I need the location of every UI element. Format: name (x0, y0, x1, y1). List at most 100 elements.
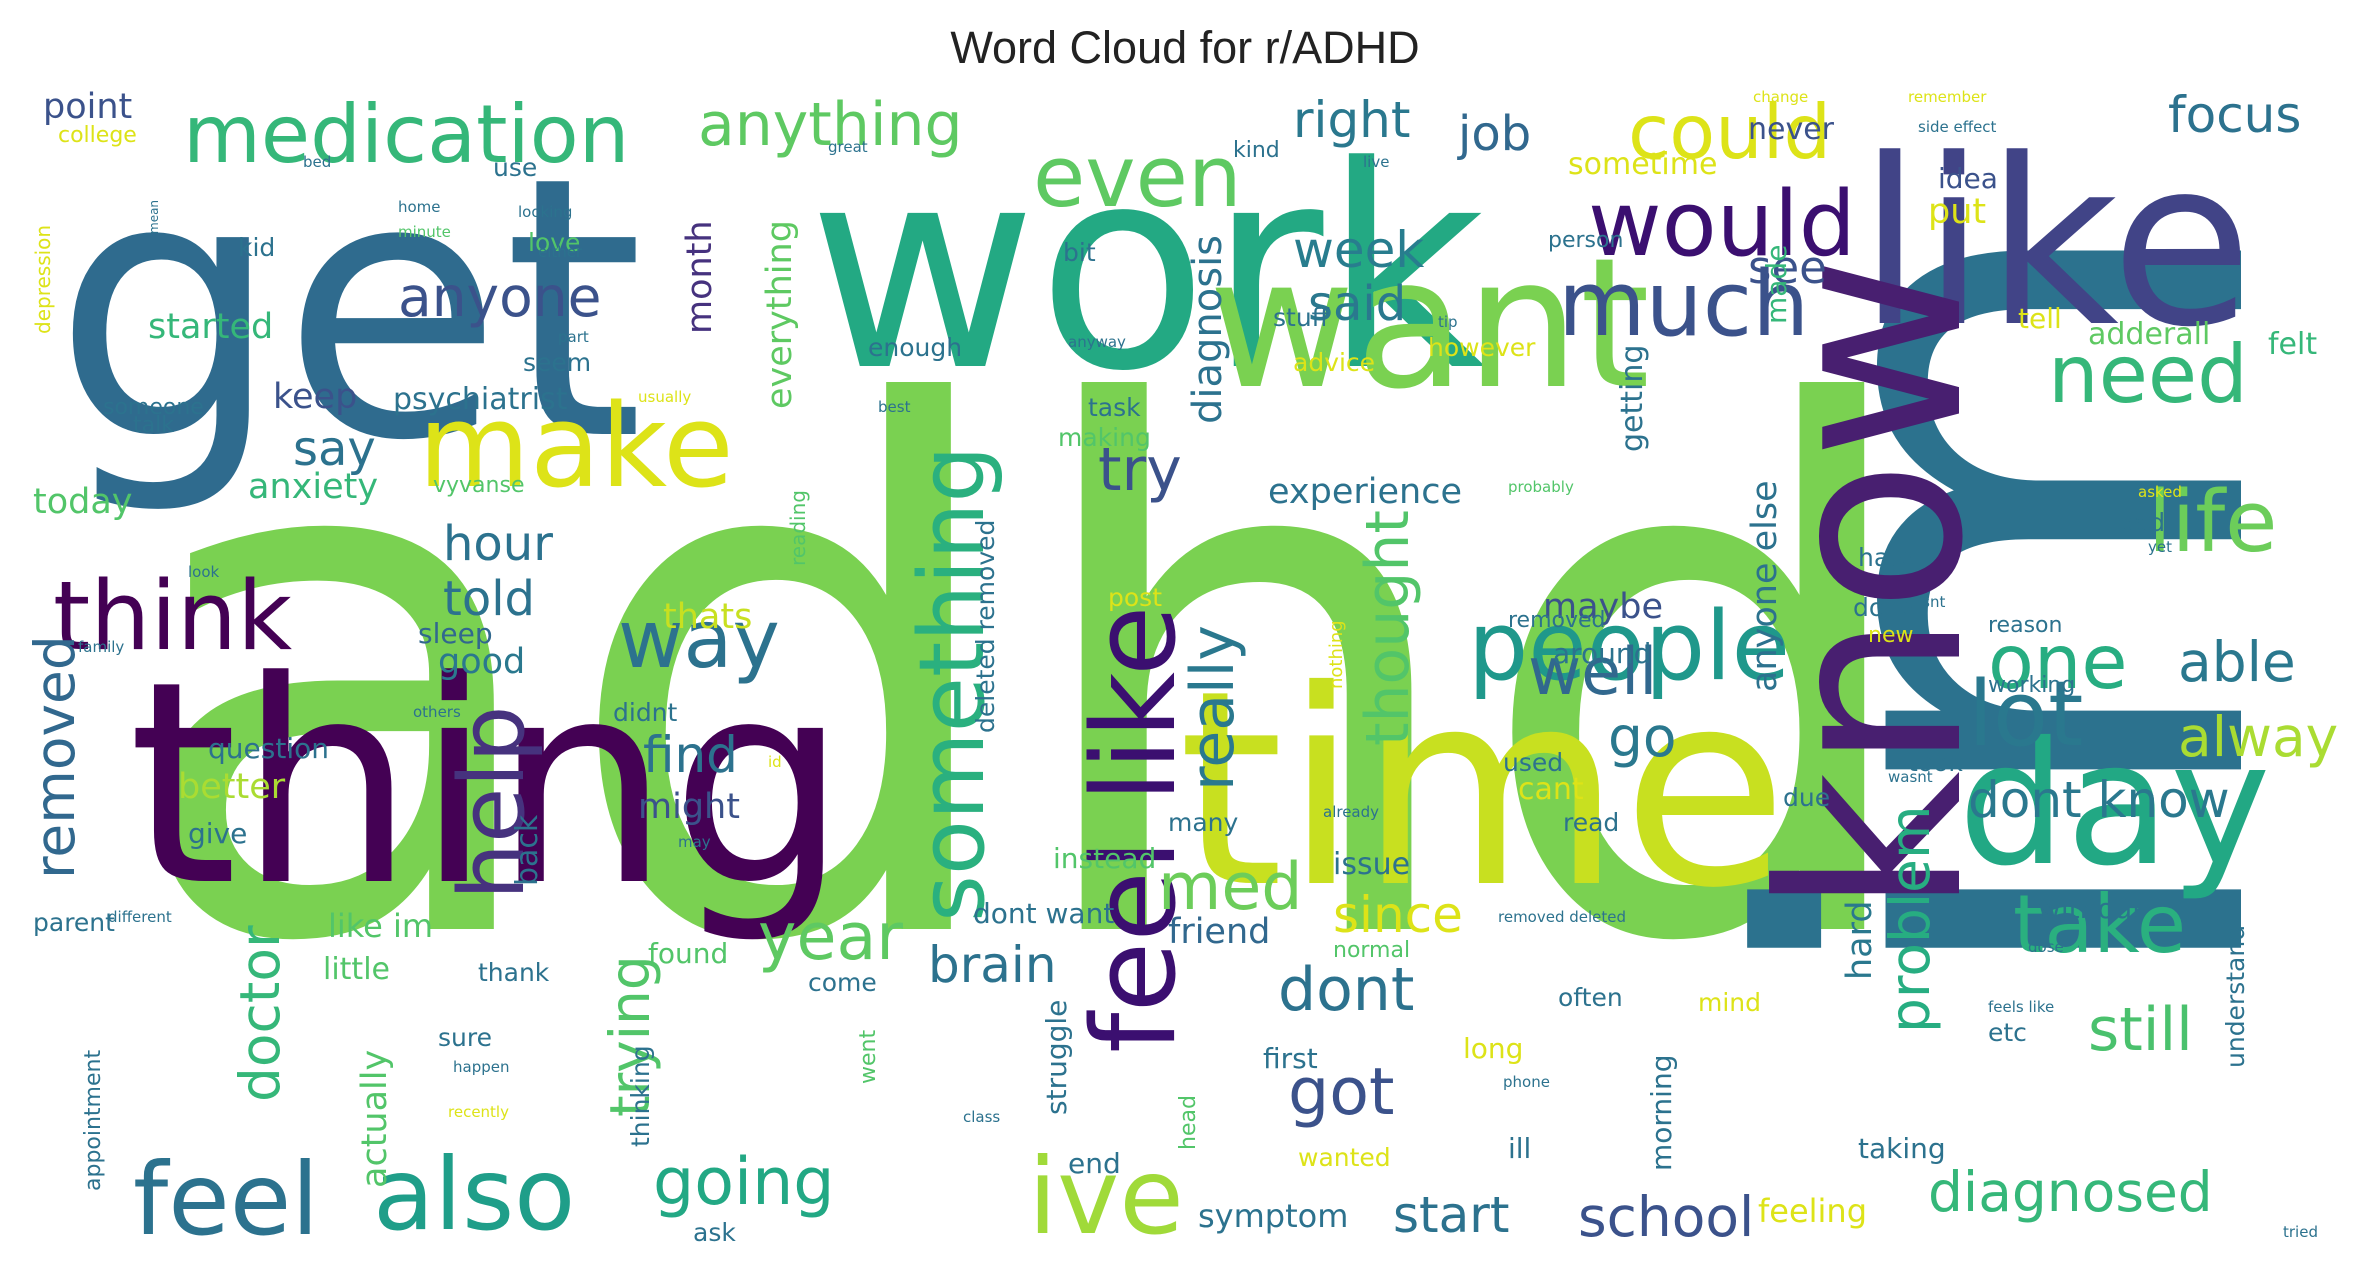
word-depression: depression (31, 224, 55, 334)
word-great: great (828, 138, 868, 156)
word-someone: someone (103, 395, 204, 420)
word-getting: getting (1615, 344, 1650, 452)
word-remember: remember (1908, 88, 1987, 106)
word-dont-know: dont know (1968, 771, 2230, 829)
word-post: post (1108, 583, 1162, 612)
word-use: use (493, 153, 538, 182)
word-thinking: thinking (626, 1045, 655, 1147)
word-working: working (1988, 673, 2076, 698)
word-change: change (1753, 88, 1809, 106)
word-better: better (178, 767, 286, 807)
word-cloud: adhd im get work thing time like know want day mak… (28, 85, 2342, 1250)
word-anxiety: anxiety (248, 467, 379, 507)
word-think: think (53, 562, 293, 672)
word-recently: recently (448, 1103, 509, 1121)
word-yet: yet (2148, 538, 2172, 556)
word-going: going (653, 1145, 835, 1220)
word-even: even (1033, 128, 1242, 227)
word-never: never (1748, 112, 1835, 147)
word-around: around (1553, 637, 1652, 670)
word-brain: brain (928, 936, 1057, 994)
word-either: either (538, 243, 583, 261)
word-struggle: struggle (1040, 999, 1073, 1115)
word-try: try (1098, 435, 1182, 505)
word-question: question (208, 732, 329, 765)
word-like: like (1858, 111, 2253, 378)
word-bit: bit (1063, 238, 1096, 267)
word-month: month (680, 220, 720, 334)
word-normal: normal (1333, 938, 1411, 963)
word-person: person (1548, 228, 1624, 253)
word-parent: parent (33, 908, 115, 937)
word-ive: ive (1028, 1136, 1184, 1250)
word-feels-like: feels like (1988, 998, 2055, 1016)
word-med: med (1158, 850, 1303, 925)
word-dont-want: dont want (973, 897, 1115, 930)
word-tip: tip (1438, 313, 1458, 331)
word-much: much (1558, 252, 1810, 357)
word-side-effect: side effect (1918, 118, 1997, 136)
word-instead: instead (1053, 842, 1157, 875)
word-already: already (1323, 803, 1380, 821)
word-reading: reading (786, 490, 810, 566)
word-task: task (1088, 393, 1141, 422)
word-stuff: stuff (1273, 303, 1329, 332)
word-sometime: sometime (1568, 147, 1718, 182)
word-little: little (323, 952, 390, 987)
word-year: year (758, 900, 904, 975)
word-part: part (558, 328, 589, 346)
word-ask: ask (693, 1218, 736, 1247)
word-wanted: wanted (1298, 1143, 1391, 1172)
word-school: school (1578, 1185, 1755, 1249)
word-removed: removed (1508, 608, 1606, 633)
word-actually: actually (355, 1049, 395, 1188)
word-get: get (53, 100, 645, 519)
word-got: got (1288, 1055, 1395, 1130)
word-advice: advice (1293, 348, 1376, 377)
word-feeling: feeling (1758, 1192, 1868, 1230)
word-problem: problem (1878, 805, 1942, 1033)
word-used: used (1503, 748, 1564, 777)
word-nothing: nothing (1326, 620, 1347, 689)
word-thank: thank (478, 958, 550, 987)
word-feel: feel (133, 1141, 320, 1250)
word-live: live (1363, 153, 1390, 171)
word-hate: hate (1858, 543, 1915, 572)
word-kid: kid (238, 233, 276, 262)
word-talk: talk (133, 413, 174, 438)
word-started: started (148, 307, 274, 347)
word-thought: thought (1353, 510, 1423, 746)
word-really: really (1178, 625, 1248, 791)
word-back: back (510, 814, 545, 886)
word-people: people (1468, 592, 1791, 702)
word-vyvanse: vyvanse (433, 473, 525, 498)
word-keep: keep (273, 377, 358, 417)
word-removed-deleted: removed deleted (1498, 908, 1627, 926)
word-dont: dont (1278, 955, 1415, 1025)
word-told: told (443, 571, 535, 627)
word-ill: ill (1508, 1132, 1532, 1165)
word-well: well (1528, 635, 1658, 710)
word-home: home (398, 198, 441, 216)
word-long: long (1463, 1032, 1524, 1065)
word-right: right (1293, 91, 1411, 149)
word-dose: dose (2028, 938, 2064, 956)
word-love: love (528, 228, 581, 257)
word-put: put (1928, 192, 1987, 232)
word-happen: happen (453, 1058, 510, 1076)
word-work: work (808, 107, 1486, 433)
word-everything: everything (760, 220, 800, 409)
word-probably: probably (1508, 478, 1574, 496)
word-experience: experience (1268, 472, 1462, 512)
word-mean: mean (147, 199, 161, 234)
word-tell: tell (2018, 302, 2062, 335)
word-like-im: like im (328, 907, 434, 945)
word-may: may (678, 833, 711, 851)
word-anyone: anyone (398, 265, 602, 329)
word-college: college (58, 123, 137, 148)
word-point: point (43, 87, 133, 127)
word-without: without (2038, 892, 2144, 925)
word-also: also (373, 1136, 576, 1250)
word-alway: alway (2178, 705, 2339, 769)
word-taking: taking (1858, 1132, 1946, 1165)
